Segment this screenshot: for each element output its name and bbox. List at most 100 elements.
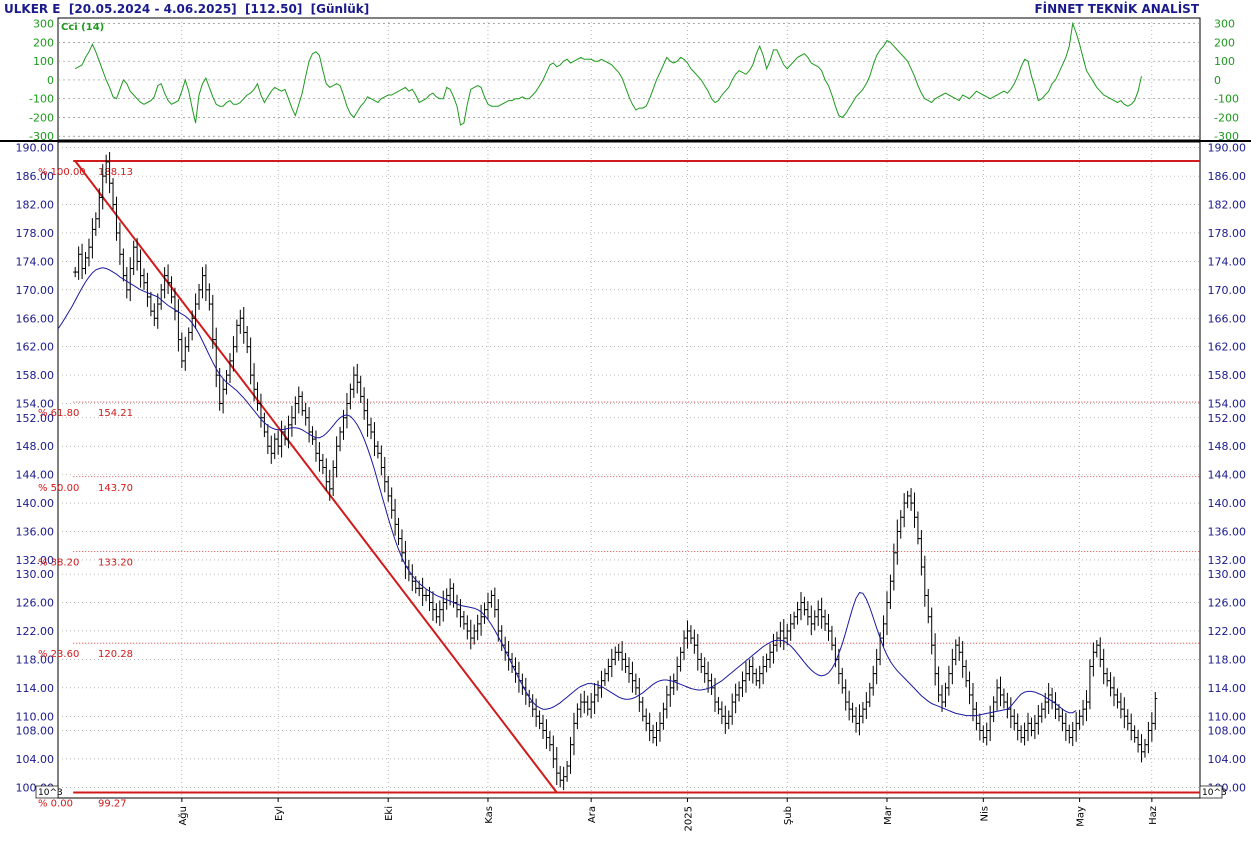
cci-ytick-label-right: 0 — [1214, 74, 1221, 87]
price-ytick-label-left: 130.00 — [16, 568, 55, 581]
price-ytick-label-left: 132.00 — [16, 554, 55, 567]
price-ytick-label-right: 158.00 — [1208, 369, 1247, 382]
price-ytick-label-right: 140.00 — [1208, 497, 1247, 510]
cci-ytick-label-left: 300 — [33, 18, 54, 31]
cci-ytick-label-left: 200 — [33, 36, 54, 49]
fib-percent-label: % 50.00 — [38, 483, 79, 494]
xtick-label: May — [1076, 806, 1087, 827]
fib-value-label: 143.70 — [98, 483, 133, 494]
price-ytick-label-left: 166.00 — [16, 312, 55, 325]
price-ytick-label-right: 154.00 — [1208, 398, 1247, 411]
xtick-label: Mar — [883, 805, 894, 825]
price-ytick-label-right: 182.00 — [1208, 199, 1247, 212]
price-ytick-label-left: 190.00 — [16, 142, 55, 155]
unit-label-right: 10^3 — [1202, 788, 1227, 798]
price-ytick-label-right: 126.00 — [1208, 597, 1247, 610]
fib-value-label: 120.28 — [98, 649, 133, 660]
fib-value-label: 99.27 — [98, 799, 127, 810]
price-ytick-label-left: 152.00 — [16, 412, 55, 425]
price-ytick-label-left: 104.00 — [16, 753, 55, 766]
price-ytick-label-left: 110.00 — [16, 710, 55, 723]
fib-percent-label: % 0.00 — [38, 799, 73, 810]
cci-ytick-label-left: -200 — [29, 111, 54, 124]
price-ytick-label-right: 104.00 — [1208, 753, 1247, 766]
xtick-label: Eyl — [274, 806, 285, 821]
fib-value-label: 133.20 — [98, 557, 133, 568]
cci-ytick-label-left: -100 — [29, 93, 54, 106]
symbol-label: ULKER E — [4, 2, 61, 16]
xtick-label: Şub — [783, 806, 794, 825]
price-ytick-label-left: 186.00 — [16, 170, 55, 183]
price-ytick-label-right: 132.00 — [1208, 554, 1247, 567]
cci-ytick-label-right: 100 — [1214, 55, 1235, 68]
xtick-label: 2025 — [683, 806, 694, 831]
last-price-label: [112.50] — [245, 2, 303, 16]
unit-label-left: 10^3 — [38, 788, 63, 798]
price-ytick-label-right: 174.00 — [1208, 255, 1247, 268]
price-ytick-label-right: 162.00 — [1208, 341, 1247, 354]
price-ytick-label-left: 144.00 — [16, 469, 55, 482]
price-ytick-label-right: 166.00 — [1208, 312, 1247, 325]
price-ytick-label-left: 162.00 — [16, 341, 55, 354]
price-ytick-label-right: 108.00 — [1208, 724, 1247, 737]
price-ytick-label-right: 122.00 — [1208, 625, 1247, 638]
price-ytick-label-left: 114.00 — [16, 682, 55, 695]
xtick-label: Kas — [484, 806, 495, 824]
price-ytick-label-left: 182.00 — [16, 199, 55, 212]
price-ytick-label-left: 178.00 — [16, 227, 55, 240]
vendor-label: FİNNET TEKNİK ANALİST — [1034, 2, 1199, 16]
xtick-label: Haz — [1148, 806, 1159, 825]
price-ytick-label-left: 136.00 — [16, 525, 55, 538]
price-ytick-label-right: 136.00 — [1208, 525, 1247, 538]
price-ytick-label-left: 122.00 — [16, 625, 55, 638]
price-ytick-label-left: 158.00 — [16, 369, 55, 382]
cci-ytick-label-right: -300 — [1214, 130, 1239, 143]
cci-line — [74, 21, 1142, 126]
cci-ytick-label-right: 300 — [1214, 18, 1235, 31]
price-ytick-label-right: 118.00 — [1208, 653, 1247, 666]
date-range-label: [20.05.2024 - 4.06.2025] — [68, 2, 237, 16]
trend-line — [74, 160, 558, 794]
cci-ytick-label-left: 100 — [33, 55, 54, 68]
price-ytick-label-right: 110.00 — [1208, 710, 1247, 723]
cci-ytick-label-left: 0 — [47, 74, 54, 87]
price-ytick-label-right: 178.00 — [1208, 227, 1247, 240]
price-ytick-label-right: 152.00 — [1208, 412, 1247, 425]
unit-badge-left — [35, 785, 59, 799]
fib-percent-label: % 23.60 — [38, 649, 79, 660]
price-ytick-label-right: 114.00 — [1208, 682, 1247, 695]
price-ytick-label-left: 118.00 — [16, 653, 55, 666]
price-ytick-label-right: 148.00 — [1208, 440, 1247, 453]
price-ytick-label-left: 170.00 — [16, 284, 55, 297]
price-ytick-label-right: 186.00 — [1208, 170, 1247, 183]
price-ytick-label-right: 170.00 — [1208, 284, 1247, 297]
ohlc-bars — [73, 152, 1158, 791]
price-ytick-label-left: 140.00 — [16, 497, 55, 510]
price-ytick-label-left: 126.00 — [16, 597, 55, 610]
moving-average-line — [57, 267, 1077, 717]
chart-header-left: ULKER E [20.05.2024 - 4.06.2025] [112.50… — [4, 2, 369, 16]
cci-ytick-label-right: 200 — [1214, 36, 1235, 49]
cci-title: Cci (14) — [61, 22, 104, 33]
xtick-label: Ara — [587, 806, 598, 823]
cci-panel-frame — [57, 17, 1201, 141]
cci-ytick-label-right: -200 — [1214, 111, 1239, 124]
cci-ytick-label-left: -300 — [29, 130, 54, 143]
price-ytick-label-right: 130.00 — [1208, 568, 1247, 581]
price-ytick-label-left: 148.00 — [16, 440, 55, 453]
cci-ytick-label-right: -100 — [1214, 93, 1239, 106]
price-ytick-label-right: 190.00 — [1208, 142, 1247, 155]
period-label: [Günlük] — [310, 2, 370, 16]
xtick-label: Eki — [384, 806, 395, 821]
price-ytick-label-right: 144.00 — [1208, 469, 1247, 482]
fib-percent-label: % 100.00 — [38, 167, 86, 178]
xtick-label: Nis — [979, 806, 990, 821]
fib-value-label: 154.21 — [98, 408, 133, 419]
price-ytick-label-left: 174.00 — [16, 255, 55, 268]
xtick-label: Ağu — [177, 806, 189, 826]
fib-percent-label: % 61.80 — [38, 408, 79, 419]
price-ytick-label-left: 108.00 — [16, 724, 55, 737]
price-ytick-label-left: 154.00 — [16, 398, 55, 411]
